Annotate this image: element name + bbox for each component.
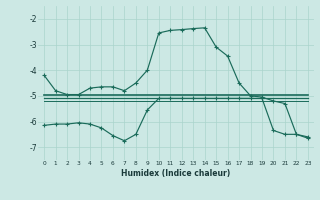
X-axis label: Humidex (Indice chaleur): Humidex (Indice chaleur): [121, 169, 231, 178]
